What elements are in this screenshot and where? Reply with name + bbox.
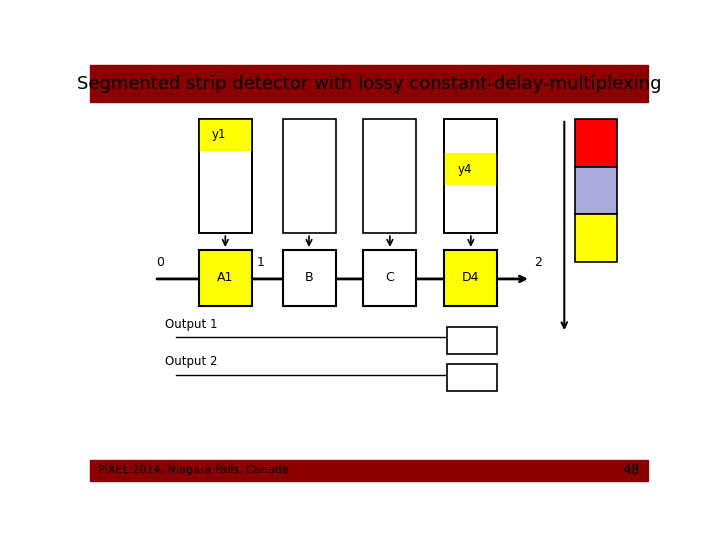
- Bar: [364, 250, 416, 306]
- Bar: [282, 119, 336, 233]
- Bar: [90, 65, 648, 102]
- Text: Segmented strip detector with lossy constant-delay-multiplexing: Segmented strip detector with lossy cons…: [77, 75, 661, 92]
- Bar: [199, 119, 252, 233]
- Text: Output 2: Output 2: [166, 355, 218, 368]
- Text: PIXEL 2014, Niagara Falls, Canada: PIXEL 2014, Niagara Falls, Canada: [99, 465, 289, 475]
- Text: C: C: [385, 272, 395, 285]
- Text: y4: y4: [457, 163, 472, 176]
- Text: 2: 2: [534, 255, 542, 268]
- Bar: [199, 119, 252, 151]
- Bar: [282, 250, 336, 306]
- Text: 48: 48: [622, 463, 639, 477]
- Bar: [575, 119, 617, 167]
- Bar: [364, 119, 416, 233]
- Text: 1: 1: [256, 255, 264, 268]
- Bar: [199, 250, 252, 306]
- Bar: [444, 119, 498, 233]
- Bar: [575, 214, 617, 262]
- Text: y1: y1: [212, 129, 226, 141]
- Bar: [447, 327, 498, 354]
- Text: B: B: [305, 272, 313, 285]
- Bar: [444, 119, 498, 233]
- Bar: [447, 364, 498, 391]
- Text: A1: A1: [217, 272, 233, 285]
- Text: D4: D4: [462, 272, 480, 285]
- Bar: [575, 167, 617, 214]
- Bar: [444, 250, 498, 306]
- Bar: [444, 153, 498, 185]
- Bar: [90, 460, 648, 481]
- Bar: [199, 119, 252, 233]
- Text: 0: 0: [156, 255, 163, 268]
- Text: Output 1: Output 1: [166, 318, 218, 331]
